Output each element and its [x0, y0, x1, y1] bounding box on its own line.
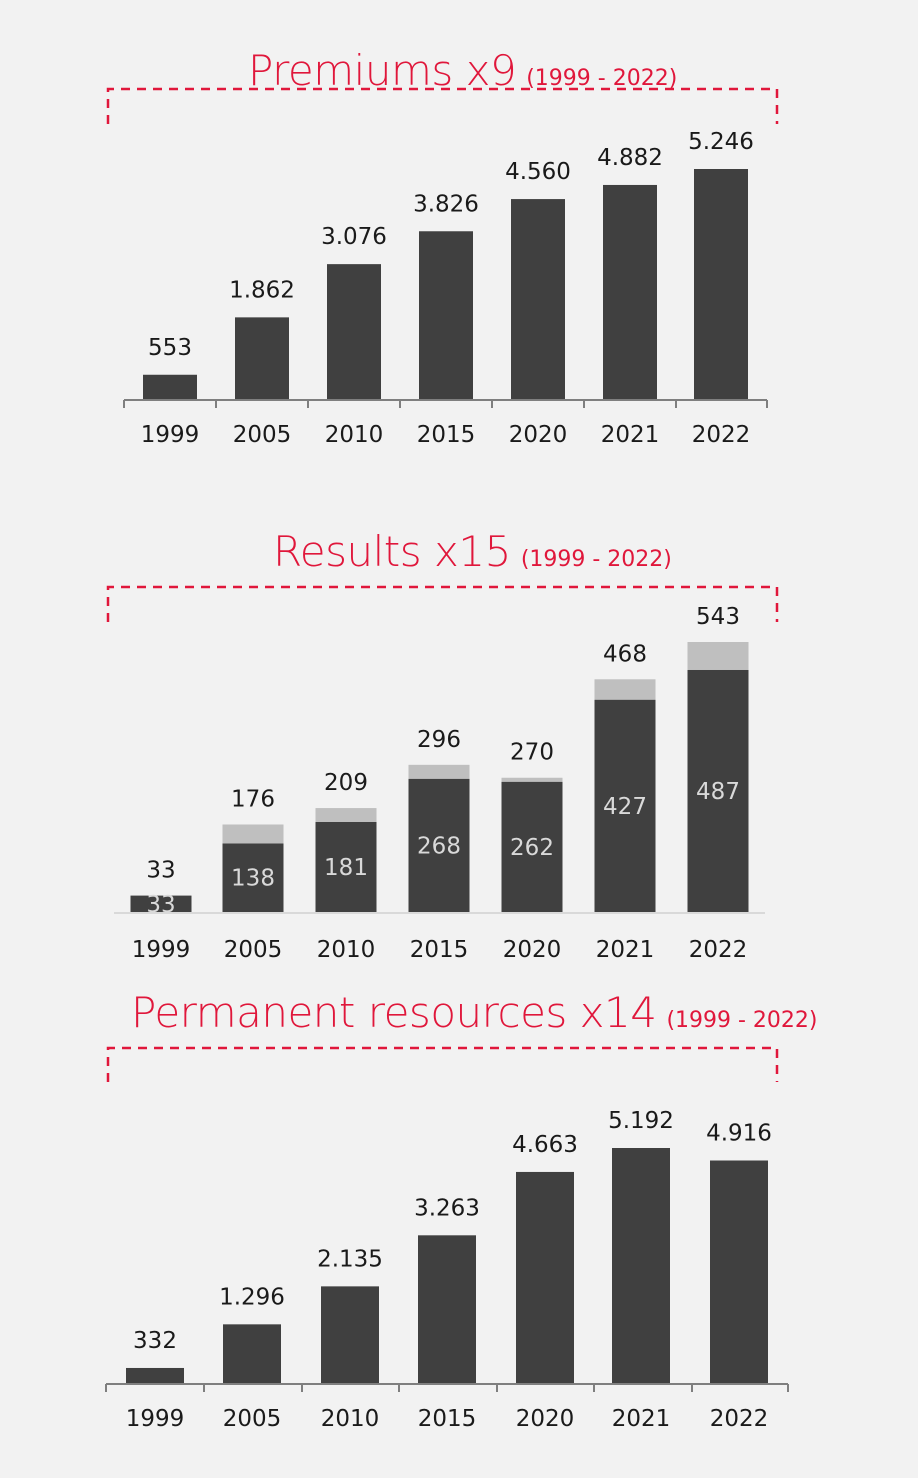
results-total-label-2022: 543: [696, 604, 740, 630]
results-bar-top-2022: [687, 642, 749, 670]
premiums-bar-2022: [694, 169, 748, 399]
results-total-label-1999: 33: [146, 858, 175, 884]
premiums-value-label-2010: 3.076: [321, 224, 387, 250]
results-category-label-2022: 2022: [689, 937, 748, 963]
premiums-bar-2020: [511, 199, 565, 399]
permanent-resources-value-label-1999: 332: [133, 1328, 177, 1354]
permanent-resources-bar-1999: [126, 1367, 184, 1383]
results-inner-label-2005: 138: [231, 866, 275, 892]
results-category-label-1999: 1999: [132, 937, 191, 963]
premiums-value-label-2005: 1.862: [229, 277, 295, 303]
results-category-label-2015: 2015: [410, 937, 469, 963]
results-bar-top-2020: [501, 777, 563, 782]
permanent-resources-value-label-2005: 1.296: [219, 1284, 285, 1310]
results-bar-2020: [501, 781, 563, 912]
permanent-resources-category-label-2020: 2020: [516, 1406, 575, 1432]
premiums-category-label-2022: 2022: [692, 422, 751, 448]
permanent-resources-category-label-2005: 2005: [223, 1406, 282, 1432]
results-total-label-2015: 296: [417, 727, 461, 753]
premiums-category-label-2010: 2010: [325, 422, 384, 448]
permanent-resources-title-text: Permanent resources x14: [131, 988, 657, 1037]
results-inner-label-2010: 181: [324, 855, 368, 881]
premiums-value-label-2020: 4.560: [505, 159, 571, 185]
results-total-label-2010: 209: [324, 770, 368, 796]
results-subtitle: (1999 - 2022): [520, 547, 672, 572]
premiums-category-label-2005: 2005: [233, 422, 292, 448]
results-bar-top-2010: [315, 808, 377, 822]
premiums-title-text: Premiums x9: [248, 46, 517, 95]
permanent-resources-bar-2005: [223, 1324, 281, 1383]
premiums-subtitle: (1999 - 2022): [526, 66, 678, 91]
results-bar-2022: [687, 669, 749, 912]
premiums-value-label-1999: 553: [148, 335, 192, 361]
results-total-label-2020: 270: [510, 740, 554, 766]
results-bar-2021: [594, 699, 656, 912]
permanent-resources-title: Permanent resources x14 (1999 - 2022): [131, 988, 818, 1037]
results-total-label-2021: 468: [603, 641, 647, 667]
results-inner-label-2015: 268: [417, 833, 461, 859]
premiums-bracket: [106, 87, 779, 124]
premiums-bar-2010: [327, 264, 381, 399]
permanent-resources-bracket: [106, 1046, 779, 1082]
results-category-label-2021: 2021: [596, 937, 655, 963]
premiums-bar-2015: [419, 231, 473, 399]
permanent-resources-category-label-2015: 2015: [418, 1406, 477, 1432]
permanent-resources-category-label-2010: 2010: [321, 1406, 380, 1432]
premiums-category-label-2015: 2015: [417, 422, 476, 448]
permanent-resources-bar-2022: [710, 1160, 768, 1383]
results-bar-1999: [130, 895, 192, 912]
permanent-resources-category-label-2021: 2021: [612, 1406, 671, 1432]
permanent-resources-value-label-2021: 5.192: [608, 1108, 674, 1134]
premiums-bar-1999: [143, 374, 197, 399]
premiums-value-label-2022: 5.246: [688, 129, 754, 155]
premiums-bar-2021: [603, 184, 657, 399]
results-category-label-2020: 2020: [503, 937, 562, 963]
results-bar-2005: [222, 843, 284, 912]
premiums-category-label-1999: 1999: [141, 422, 200, 448]
premiums-category-label-2021: 2021: [601, 422, 660, 448]
permanent-resources-bar-2010: [321, 1286, 379, 1383]
permanent-resources-category-label-1999: 1999: [126, 1406, 185, 1432]
results-title-text: Results x15: [273, 527, 511, 576]
permanent-resources-value-label-2015: 3.263: [414, 1195, 480, 1221]
results-category-label-2005: 2005: [224, 937, 283, 963]
permanent-resources-bar-2015: [418, 1235, 476, 1383]
premiums-value-label-2021: 4.882: [597, 145, 663, 171]
premiums-title: Premiums x9 (1999 - 2022): [248, 46, 677, 95]
results-bar-2015: [408, 778, 470, 912]
results-inner-label-2020: 262: [510, 835, 554, 861]
results-bar-top-2021: [594, 679, 656, 700]
permanent-resources-value-label-2010: 2.135: [317, 1246, 383, 1272]
results-title: Results x15 (1999 - 2022): [273, 527, 672, 576]
results-inner-label-2022: 487: [696, 779, 740, 805]
results-bar-top-2005: [222, 824, 284, 844]
permanent-resources-value-label-2020: 4.663: [512, 1132, 578, 1158]
permanent-resources-subtitle: (1999 - 2022): [666, 1008, 818, 1033]
results-bar-2010: [315, 822, 377, 912]
premiums-bar-2005: [235, 317, 289, 399]
results-bracket: [106, 585, 779, 622]
permanent-resources-bar-2020: [516, 1171, 574, 1383]
premiums-category-label-2020: 2020: [509, 422, 568, 448]
permanent-resources-value-label-2022: 4.916: [706, 1120, 772, 1146]
premiums-value-label-2015: 3.826: [413, 191, 479, 217]
permanent-resources-bar-2021: [612, 1148, 670, 1383]
results-bar-top-2015: [408, 764, 470, 779]
results-category-label-2010: 2010: [317, 937, 376, 963]
results-inner-label-2021: 427: [603, 794, 647, 820]
results-total-label-2005: 176: [231, 786, 275, 812]
permanent-resources-category-label-2022: 2022: [710, 1406, 769, 1432]
